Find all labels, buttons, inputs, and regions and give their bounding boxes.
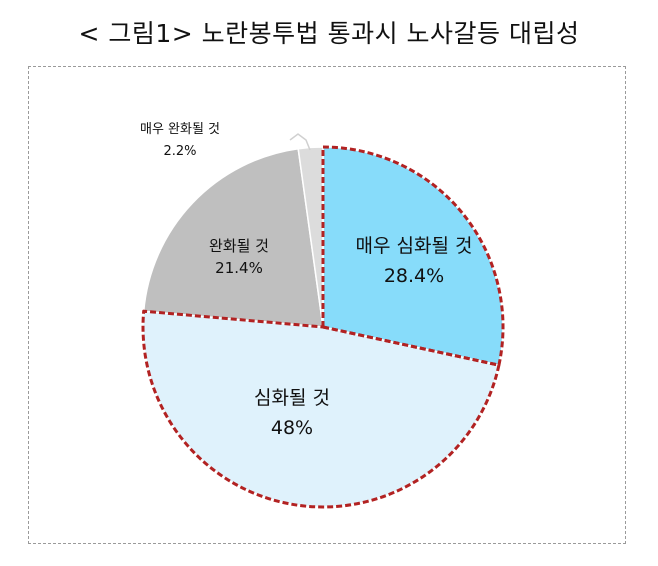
- slice-label: 매우 완화될 것: [140, 122, 220, 137]
- chart-frame: [28, 66, 626, 544]
- slice-label: 매우 심화될 것: [356, 235, 473, 257]
- chart-title: < 그림1> 노란봉투법 통과시 노사갈등 대립성: [78, 19, 580, 48]
- highlight-border: [141, 309, 501, 509]
- slice-value-label: 2.2%: [163, 144, 196, 159]
- slice-label: 심화될 것: [254, 387, 330, 409]
- slice-value-label: 21.4%: [215, 259, 263, 277]
- slice-value-label: 28.4%: [384, 265, 444, 287]
- pie-slice: [142, 147, 324, 328]
- pie-slice: [297, 146, 324, 328]
- slice-value-label: 48%: [271, 417, 313, 439]
- slice-label: 완화될 것: [209, 237, 269, 255]
- leader-line: [289, 133, 311, 151]
- highlight-border: [321, 145, 505, 367]
